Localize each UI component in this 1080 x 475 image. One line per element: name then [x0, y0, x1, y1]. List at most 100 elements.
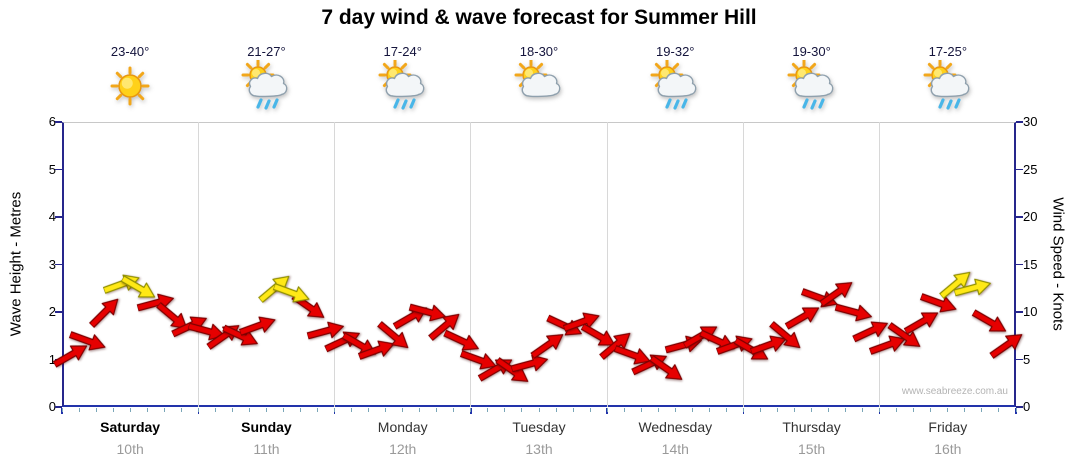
time-minor-tick: [725, 408, 727, 412]
day-label: Monday: [377, 419, 428, 435]
day-label: Sunday: [241, 419, 292, 435]
temperature-range: 17-25°: [928, 44, 968, 59]
temperature-range: 19-30°: [792, 44, 831, 59]
wind-arrow: [611, 338, 654, 372]
time-minor-tick: [470, 408, 472, 412]
time-minor-tick: [521, 408, 523, 412]
wind-arrow: [781, 298, 825, 336]
wind-arrow: [236, 309, 279, 343]
time-minor-tick: [112, 408, 114, 412]
wind-arrow: [918, 286, 961, 320]
time-minor-tick: [487, 408, 489, 412]
day-boundary-gridline: [606, 122, 608, 407]
wind-speed-tick-label: 5: [1023, 351, 1031, 367]
wind-arrow: [373, 315, 416, 356]
wind-arrow: [270, 276, 313, 310]
wind-arrow: [526, 325, 570, 365]
time-minor-tick: [930, 408, 932, 412]
time-minor-tick: [623, 408, 625, 412]
wind-arrow: [833, 296, 875, 327]
date-label: 16th: [934, 441, 962, 457]
time-minor-tick: [896, 408, 898, 412]
wind-arrow: [49, 336, 93, 374]
day-label: Wednesday: [638, 419, 713, 435]
time-minor-tick: [419, 408, 421, 412]
day-boundary-gridline: [470, 122, 472, 407]
right-axis-title: Wind Speed - Knots: [1049, 197, 1067, 331]
day-label: Tuesday: [512, 419, 566, 435]
time-minor-tick: [385, 408, 387, 412]
weather-icon-sun-cloud-rain: [922, 58, 974, 112]
time-minor-tick: [828, 408, 830, 412]
time-minor-tick: [845, 408, 847, 412]
time-minor-tick: [913, 408, 915, 412]
time-minor-tick: [657, 408, 659, 412]
wind-arrow: [645, 349, 689, 389]
left-axis-tick: [55, 263, 62, 266]
wind-arrow: [883, 316, 927, 356]
time-minor-tick: [282, 408, 284, 412]
right-axis-tick: [1016, 216, 1023, 218]
wind-arrow: [867, 328, 910, 362]
day-boundary-gridline: [197, 122, 199, 407]
right-axis-tick: [1016, 168, 1023, 171]
weather-icon-sun-cloud-rain: [377, 58, 429, 112]
wave-height-tick-label: 4: [48, 209, 56, 224]
wind-arrow: [935, 263, 978, 304]
time-minor-tick: [453, 408, 455, 412]
date-label: 10th: [116, 441, 144, 457]
time-minor-tick: [61, 408, 63, 412]
left-axis-tick: [55, 406, 62, 408]
wave-height-tick-label: 6: [48, 114, 56, 129]
right-axis-tick: [1016, 358, 1023, 361]
time-minor-tick: [300, 408, 301, 412]
left-axis-tick: [55, 121, 62, 123]
date-label: 14th: [661, 441, 689, 457]
weather-icon-sun-cloud-rain: [649, 58, 701, 112]
temperature-range: 18-30°: [519, 44, 559, 59]
wind-arrow: [560, 305, 603, 339]
temperature-range: 19-32°: [656, 44, 695, 59]
left-axis-tick: [55, 216, 62, 218]
wind-arrow: [83, 291, 125, 333]
time-minor-tick: [504, 408, 506, 412]
time-minor-tick: [265, 408, 267, 412]
day-label: Thursday: [782, 419, 841, 435]
time-minor-tick: [811, 408, 813, 412]
right-axis-tick: [1016, 406, 1023, 408]
date-label: 11th: [253, 441, 280, 457]
time-minor-tick: [402, 408, 404, 412]
wave-height-tick-label: 5: [48, 161, 56, 177]
time-minor-tick: [862, 408, 864, 412]
time-minor-tick: [214, 408, 216, 412]
time-minor-tick: [231, 408, 233, 412]
right-axis-tick: [1016, 121, 1023, 123]
time-minor-tick: [964, 408, 966, 412]
wind-speed-tick-label: 15: [1023, 256, 1038, 272]
wind-arrow: [117, 269, 161, 307]
wind-arrow: [986, 325, 1030, 365]
time-minor-tick: [742, 408, 744, 412]
time-minor-tick: [317, 408, 319, 412]
time-minor-tick: [78, 408, 80, 412]
wind-arrow: [900, 302, 944, 340]
wave-height-tick-label: 0: [48, 399, 56, 414]
date-label: 15th: [797, 441, 826, 457]
day-label: Friday: [928, 419, 968, 435]
wind-speed-tick-label: 0: [1023, 399, 1031, 414]
time-minor-tick: [334, 408, 336, 412]
time-minor-tick: [572, 408, 574, 412]
wind-arrow: [747, 328, 790, 362]
time-minor-tick: [351, 408, 353, 412]
time-minor-tick: [146, 408, 148, 412]
time-minor-tick: [879, 408, 881, 412]
wind-arrow: [952, 273, 994, 304]
wind-arrow: [594, 325, 637, 366]
wave-height-tick-label: 3: [48, 256, 56, 272]
time-minor-tick: [691, 408, 693, 412]
wave-height-tick-label: 1: [48, 351, 56, 367]
wind-arrow: [424, 306, 467, 347]
time-minor-tick: [640, 408, 642, 412]
wind-arrow: [577, 317, 621, 355]
time-minor-tick: [180, 408, 182, 412]
